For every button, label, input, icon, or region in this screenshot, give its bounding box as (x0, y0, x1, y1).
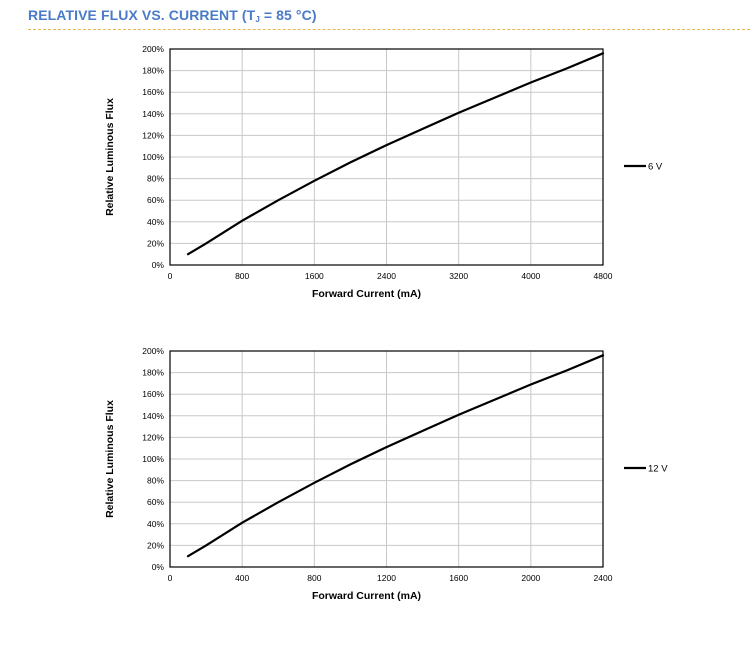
title-subscript: J (255, 15, 260, 24)
x-tick-label: 4800 (594, 271, 613, 281)
title-prefix: RELATIVE FLUX VS. CURRENT (T (28, 7, 256, 23)
y-tick-label: 180% (142, 66, 164, 76)
y-tick-label: 120% (142, 432, 164, 442)
y-tick-label: 160% (142, 389, 164, 399)
y-tick-label: 0% (152, 260, 165, 270)
x-axis-title: Forward Current (mA) (312, 288, 421, 300)
y-tick-label: 40% (147, 519, 164, 529)
x-tick-label: 3200 (449, 271, 468, 281)
y-axis-title: Relative Luminous Flux (104, 400, 116, 518)
x-tick-label: 1600 (449, 573, 468, 583)
series-line-6v (186, 52, 605, 256)
y-tick-label: 120% (142, 130, 164, 140)
section-title: RELATIVE FLUX VS. CURRENT (TJ = 85 °C) (28, 7, 750, 24)
x-axis-title: Forward Current (mA) (312, 590, 421, 602)
y-tick-label: 40% (147, 217, 164, 227)
plot-frame (169, 48, 604, 266)
y-tick-label: 60% (147, 195, 164, 205)
y-tick-label: 20% (147, 238, 164, 248)
legend-label: 6 V (648, 162, 663, 173)
y-tick-label: 100% (142, 152, 164, 162)
x-tick-label: 2400 (594, 573, 613, 583)
y-tick-label: 80% (147, 174, 164, 184)
y-tick-label: 100% (142, 454, 164, 464)
title-suffix: = 85 °C) (259, 7, 317, 23)
x-tick-label: 400 (235, 573, 249, 583)
y-tick-label: 160% (142, 87, 164, 97)
x-tick-label: 800 (235, 271, 249, 281)
y-tick-label: 140% (142, 109, 164, 119)
y-tick-label: 180% (142, 368, 164, 378)
x-tick-label: 800 (307, 573, 321, 583)
x-tick-label: 1600 (305, 271, 324, 281)
y-tick-label: 200% (142, 44, 164, 54)
y-tick-label: 60% (147, 497, 164, 507)
x-tick-label: 0 (168, 271, 173, 281)
flux-chart-12v: 0% 20% 40% 60% 80% 100% 120% 140% 160% 180% 200% 0 4… (104, 346, 668, 602)
y-tick-label: 140% (142, 411, 164, 421)
x-tick-label: 4000 (521, 271, 540, 281)
y-tick-label: 0% (152, 562, 165, 572)
flux-chart-6v: 0% 20% 40% 60% 80% 100% 120% 140% 160% 180% 200% 0 8… (104, 44, 663, 300)
y-tick-label: 20% (147, 540, 164, 550)
y-tick-label: 200% (142, 346, 164, 356)
legend-label: 12 V (648, 464, 668, 475)
plot-frame (169, 350, 604, 568)
section-header: RELATIVE FLUX VS. CURRENT (TJ = 85 °C) (28, 7, 750, 30)
x-tick-label: 2400 (377, 271, 396, 281)
y-tick-label: 80% (147, 476, 164, 486)
series-line-12v (186, 354, 605, 558)
x-tick-label: 1200 (377, 573, 396, 583)
x-tick-label: 2000 (521, 573, 540, 583)
y-axis-title: Relative Luminous Flux (104, 98, 116, 216)
x-tick-label: 0 (168, 573, 173, 583)
